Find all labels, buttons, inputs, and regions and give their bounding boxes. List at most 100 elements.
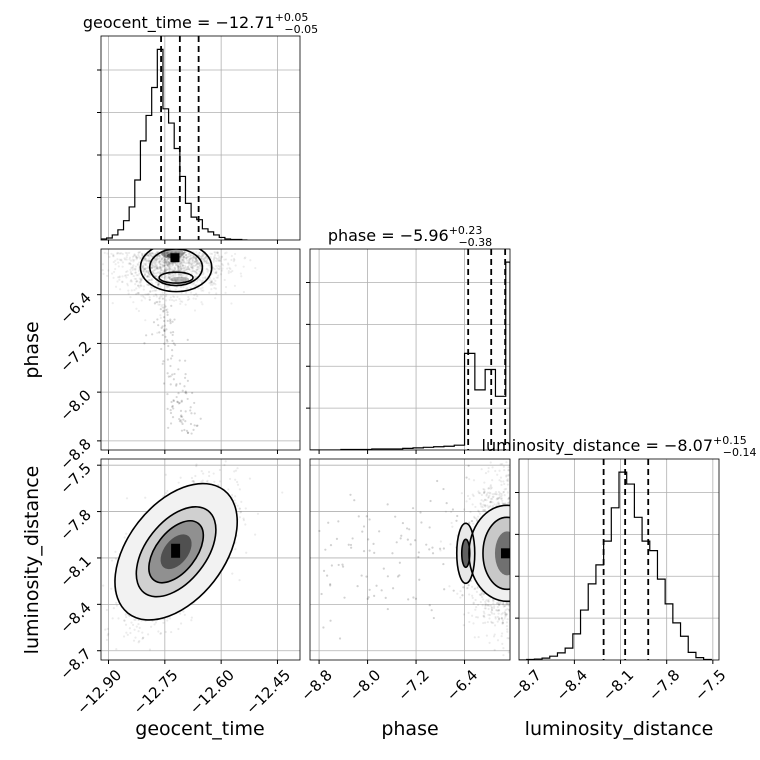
sample-point <box>497 497 500 501</box>
sample-point <box>117 261 120 264</box>
sample-point <box>102 272 105 275</box>
sample-point <box>179 253 183 256</box>
sample-point <box>195 284 198 287</box>
sample-point <box>197 266 200 269</box>
sample-point <box>120 259 123 262</box>
sample-point <box>507 466 510 469</box>
sample-point <box>176 295 179 298</box>
sample-point <box>203 259 207 262</box>
sample-point <box>231 493 234 497</box>
sample-point <box>499 602 502 605</box>
sample-point <box>181 264 185 267</box>
sample-point <box>141 254 144 257</box>
panel-border <box>100 248 301 451</box>
sample-point <box>183 428 186 432</box>
sample-point <box>125 615 128 619</box>
sample-point <box>217 254 220 257</box>
sample-point <box>187 253 190 256</box>
panel-border <box>309 248 511 451</box>
sample-point <box>242 265 245 268</box>
sample-point <box>140 294 143 297</box>
sample-point <box>188 258 191 261</box>
panel-title-phase: phase = −5.96+0.23 −0.38 <box>328 224 492 249</box>
sample-point <box>193 256 196 260</box>
sample-point <box>126 633 129 636</box>
sample-point <box>497 490 501 494</box>
sample-point <box>187 267 190 271</box>
sample-point <box>145 259 148 262</box>
sample-point <box>144 257 147 260</box>
sample-point <box>135 277 138 281</box>
sample-point <box>150 281 153 284</box>
sample-point <box>129 272 132 275</box>
sample-point <box>193 401 196 405</box>
sample-point <box>238 507 241 510</box>
sample-point <box>192 480 195 483</box>
histogram-bin <box>214 235 220 240</box>
sample-point <box>140 279 143 282</box>
sample-point <box>235 480 239 484</box>
sample-point <box>144 259 147 262</box>
sample-point <box>150 266 153 269</box>
sample-point <box>482 487 485 491</box>
sample-point <box>201 280 204 283</box>
sample-point <box>157 260 161 263</box>
sample-point <box>171 279 175 283</box>
sample-point <box>201 276 205 279</box>
sample-point <box>503 488 506 491</box>
sample-point <box>213 251 216 254</box>
sample-point <box>133 259 136 262</box>
sample-point <box>193 255 196 258</box>
sample-point <box>186 256 189 259</box>
sample-point <box>180 262 183 266</box>
sample-point <box>148 252 152 255</box>
sample-point <box>490 486 493 489</box>
hist-phase <box>306 248 511 454</box>
sample-point <box>158 303 162 306</box>
sample-point <box>472 479 476 482</box>
sample-point <box>191 391 194 395</box>
sample-point <box>138 640 141 643</box>
sample-point <box>236 467 239 470</box>
sample-point <box>482 492 486 495</box>
sample-point <box>212 259 216 262</box>
sample-point <box>218 480 222 483</box>
sample-point <box>159 266 162 270</box>
sample-point <box>148 271 151 274</box>
sample-point <box>164 305 167 308</box>
sample-point <box>206 257 209 261</box>
sample-point <box>179 419 182 422</box>
sample-point <box>165 262 168 265</box>
sample-point <box>153 261 156 264</box>
sample-point <box>117 265 120 268</box>
sample-point <box>181 259 184 262</box>
sample-point <box>162 264 165 268</box>
sample-point <box>462 613 465 616</box>
sample-point <box>177 275 181 278</box>
sample-point <box>159 254 162 257</box>
sample-point <box>158 283 161 286</box>
sample-point <box>157 630 160 633</box>
sample-point <box>153 289 156 292</box>
sample-point <box>153 302 156 305</box>
sample-point <box>501 642 504 645</box>
sample-point <box>160 326 163 329</box>
sample-point <box>126 270 129 273</box>
sample-point <box>149 290 152 293</box>
sample-point <box>121 280 124 283</box>
sample-point <box>489 501 492 504</box>
sample-point <box>175 264 178 267</box>
sample-point <box>487 613 490 616</box>
sample-point <box>194 260 197 263</box>
sample-point <box>179 265 182 268</box>
sample-point <box>180 267 183 270</box>
sample-point <box>154 301 157 304</box>
sample-point <box>502 667 504 669</box>
sample-point <box>150 266 154 269</box>
sample-point <box>201 256 204 259</box>
sample-point <box>180 414 183 417</box>
sample-point <box>161 261 164 264</box>
sample-point <box>121 280 124 284</box>
sample-point <box>157 257 160 261</box>
sample-point <box>165 266 168 269</box>
